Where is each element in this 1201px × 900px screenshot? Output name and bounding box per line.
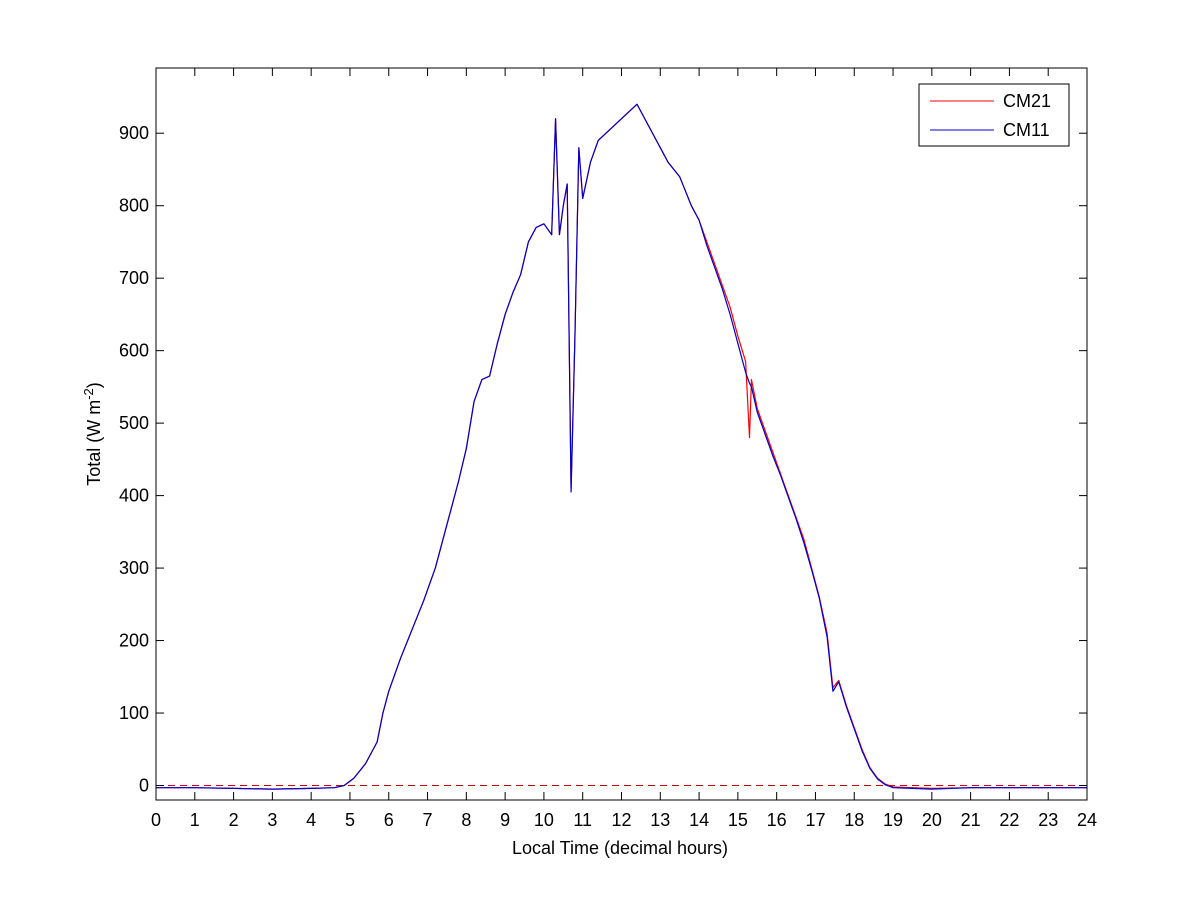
- x-tick-label: 19: [883, 810, 903, 830]
- x-tick-label: 2: [229, 810, 239, 830]
- x-tick-label: 12: [611, 810, 631, 830]
- x-tick-label: 20: [922, 810, 942, 830]
- x-axis-ticks: 0 1 2 3 4 5 6 7 8 9 10 11 12 13 14 15 16 17 18 19 20 21 22 23 24: [151, 68, 1097, 830]
- legend-label-cm11: CM11: [1003, 120, 1050, 140]
- y-tick-label: 700: [119, 268, 149, 288]
- x-tick-label: 6: [384, 810, 394, 830]
- y-axis-ticks: 0 100 200 300 400 500 600 700 800 900: [119, 123, 1087, 796]
- x-tick-label: 0: [151, 810, 161, 830]
- x-tick-label: 18: [844, 810, 864, 830]
- series-layer: [156, 103, 1087, 790]
- x-tick-label: 1: [190, 810, 200, 830]
- x-tick-label: 16: [767, 810, 787, 830]
- x-tick-label: 3: [267, 810, 277, 830]
- x-tick-label: 17: [805, 810, 825, 830]
- x-tick-label: 4: [306, 810, 316, 830]
- x-tick-label: 24: [1077, 810, 1097, 830]
- plot-area: [156, 103, 1087, 790]
- y-tick-label: 300: [119, 558, 149, 578]
- y-axis-label: Total (W m-2): [81, 382, 104, 486]
- x-tick-label: 8: [461, 810, 471, 830]
- y-tick-label: 900: [119, 123, 149, 143]
- x-tick-label: 10: [534, 810, 554, 830]
- x-tick-label: 7: [423, 810, 433, 830]
- y-tick-label: 400: [119, 486, 149, 506]
- x-tick-label: 11: [573, 810, 592, 830]
- y-tick-label: 0: [139, 776, 149, 796]
- x-tick-label: 14: [689, 810, 709, 830]
- x-axis-label: Local Time (decimal hours): [512, 838, 728, 858]
- y-tick-label: 600: [119, 341, 149, 361]
- x-tick-label: 23: [1038, 810, 1058, 830]
- series-line-cm11: [156, 103, 1087, 790]
- y-tick-label: 100: [119, 703, 149, 723]
- y-tick-label: 800: [119, 196, 149, 216]
- legend-box: [918, 83, 1070, 147]
- x-tick-label: 21: [961, 810, 981, 830]
- y-tick-label: 200: [119, 631, 149, 651]
- y-tick-label: 500: [119, 413, 149, 433]
- x-tick-label: 15: [728, 810, 748, 830]
- legend: CM21 CM11: [918, 83, 1070, 147]
- x-tick-label: 13: [650, 810, 670, 830]
- x-tick-label: 5: [345, 810, 355, 830]
- legend-label-cm21: CM21: [1003, 91, 1051, 111]
- x-tick-label: 9: [500, 810, 510, 830]
- x-tick-label: 22: [999, 810, 1019, 830]
